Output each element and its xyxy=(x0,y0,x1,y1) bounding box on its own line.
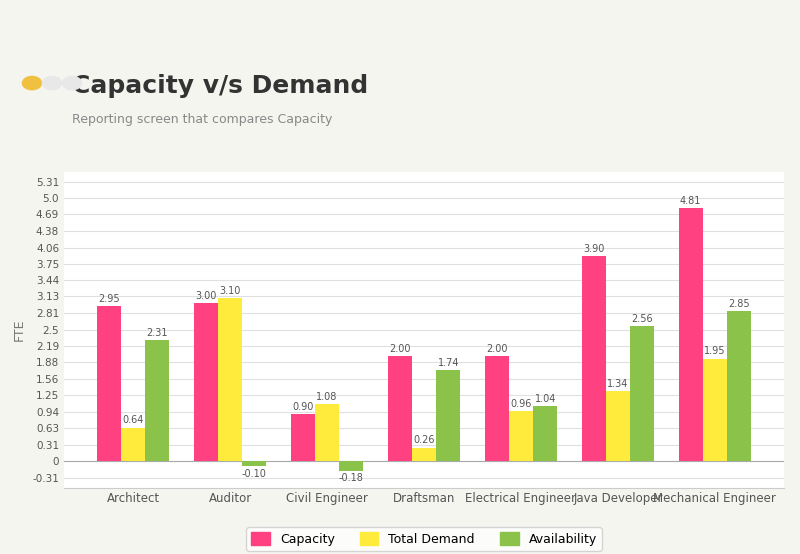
Bar xyxy=(242,461,266,466)
Bar xyxy=(727,311,751,461)
Text: 0.90: 0.90 xyxy=(292,402,314,412)
Text: 1.08: 1.08 xyxy=(316,392,338,402)
Text: Capacity v/s Demand: Capacity v/s Demand xyxy=(72,74,368,98)
Bar xyxy=(412,448,436,461)
Text: -0.18: -0.18 xyxy=(339,473,364,483)
Text: 0.96: 0.96 xyxy=(510,398,532,409)
Bar xyxy=(606,391,630,461)
Legend: Capacity, Total Demand, Availability: Capacity, Total Demand, Availability xyxy=(246,527,602,551)
Text: 0.64: 0.64 xyxy=(122,416,144,425)
Bar xyxy=(702,358,727,461)
Bar xyxy=(582,256,606,461)
Y-axis label: FTE: FTE xyxy=(12,319,26,341)
Bar xyxy=(315,404,339,461)
Text: Reporting screen that compares Capacity: Reporting screen that compares Capacity xyxy=(72,112,332,126)
Bar xyxy=(388,356,412,461)
Bar xyxy=(630,326,654,461)
Bar xyxy=(485,356,509,461)
Text: 1.34: 1.34 xyxy=(607,378,629,388)
Bar xyxy=(218,298,242,461)
Text: 1.95: 1.95 xyxy=(704,346,726,356)
Bar xyxy=(678,208,702,461)
Bar xyxy=(194,304,218,461)
Bar xyxy=(146,340,170,461)
Bar xyxy=(290,414,315,461)
Text: 3.90: 3.90 xyxy=(583,244,604,254)
Text: 2.95: 2.95 xyxy=(98,294,120,304)
Bar xyxy=(339,461,363,471)
Text: 2.85: 2.85 xyxy=(728,299,750,309)
Text: 2.31: 2.31 xyxy=(146,327,168,337)
Text: 3.10: 3.10 xyxy=(219,286,241,296)
Text: 4.81: 4.81 xyxy=(680,196,702,206)
Bar xyxy=(121,428,146,461)
Text: -0.10: -0.10 xyxy=(242,469,266,479)
Bar xyxy=(436,370,460,461)
Text: 2.00: 2.00 xyxy=(389,344,410,354)
Text: 0.26: 0.26 xyxy=(414,435,434,445)
Text: 3.00: 3.00 xyxy=(195,291,217,301)
Bar xyxy=(533,407,558,461)
Text: 2.00: 2.00 xyxy=(486,344,507,354)
Text: 1.74: 1.74 xyxy=(438,357,459,367)
Text: 2.56: 2.56 xyxy=(631,314,653,325)
Bar xyxy=(97,306,121,461)
Text: 1.04: 1.04 xyxy=(534,394,556,404)
Bar xyxy=(509,411,533,461)
